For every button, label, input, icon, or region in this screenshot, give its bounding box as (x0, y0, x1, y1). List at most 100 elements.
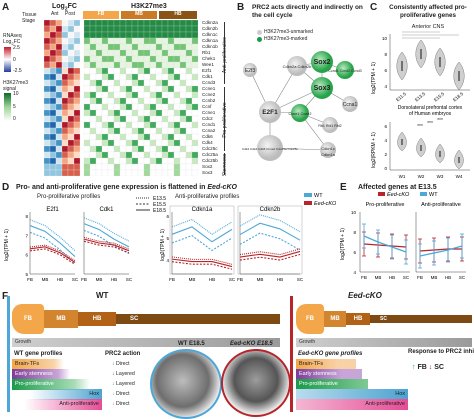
panel-c-title: Consistently affected pro-proliferative … (389, 4, 467, 19)
heat-cell (95, 67, 103, 75)
heat-cell (137, 79, 145, 87)
e-group-title: Anti-proliferative (421, 202, 461, 208)
heat-cell (137, 109, 145, 117)
heat-cell (125, 151, 133, 159)
heat-cell (49, 127, 57, 135)
node-cdkn2-label: Cdkn2a Cdkn2b (283, 64, 312, 69)
heat-cell (143, 37, 151, 45)
heat-cell (191, 31, 199, 39)
panel-e-chart: Eed-cKO WT log2(TPM + 1) 10 8 6 4 Pro-prolifera… (340, 192, 466, 280)
heat-cell (61, 169, 69, 176)
c-xtick: W4 (456, 174, 463, 179)
heat-cell (149, 97, 157, 105)
heat-cell (149, 79, 157, 87)
heat-cell (89, 85, 97, 93)
heat-cell (185, 79, 193, 87)
heat-cell (143, 145, 151, 153)
heat-cell (173, 85, 181, 93)
gene-label: E2f1 (202, 68, 212, 73)
heat-cell (73, 157, 81, 165)
node-e2f1 (259, 101, 281, 123)
heat-cell (155, 79, 163, 87)
d-ytick: 6 (166, 214, 169, 219)
heat-cell (137, 91, 145, 99)
heat-cell (161, 169, 169, 176)
wt-embryo-label: WT E18.5 (178, 341, 205, 347)
heat-cell (143, 67, 151, 75)
heat-cell (101, 49, 109, 57)
heat-cell (55, 85, 63, 93)
ko-embryo-image (221, 349, 291, 417)
heat-cell (185, 145, 193, 153)
heat-cell (67, 91, 75, 99)
heat-cell (167, 67, 175, 75)
heat-cell (179, 97, 187, 105)
heat-cell (143, 49, 151, 57)
e-series-line (419, 245, 463, 257)
heat-cell (101, 31, 109, 39)
heat-cell (131, 103, 139, 111)
heat-cell (191, 49, 199, 57)
heat-cell (44, 151, 51, 159)
heat-cell (49, 85, 57, 93)
heat-cell (131, 145, 139, 153)
d-xtick: FB (169, 277, 175, 282)
heat-cell (173, 37, 181, 45)
heat-cell (125, 37, 133, 45)
panel-e-label: E (340, 182, 347, 193)
h3-colorbar (4, 93, 11, 121)
heat-cell (101, 91, 109, 99)
heat-cell (95, 151, 103, 159)
heat-cell (107, 121, 115, 129)
heat-cell (83, 49, 91, 57)
heat-cell (149, 163, 157, 171)
heat-cell (161, 67, 169, 75)
heat-cell (107, 109, 115, 117)
heat-cell (67, 103, 75, 111)
d-series-line (83, 240, 130, 254)
heat-cell (49, 37, 57, 45)
heat-cell (167, 31, 175, 39)
heat-cell (89, 97, 97, 105)
heat-cell (61, 61, 69, 69)
response-arrows: ↑ FB ↓ SC (412, 364, 444, 371)
heat-cell (119, 79, 127, 87)
heat-cell (167, 91, 175, 99)
heat-cell (113, 133, 121, 141)
heat-cell (191, 169, 199, 176)
c-ytick: 6 (384, 124, 387, 129)
heat-cell (95, 61, 103, 69)
e-ytick: 4 (353, 270, 356, 275)
heat-cell (143, 115, 151, 123)
heat-cell (107, 85, 115, 93)
heat-cell (167, 139, 175, 147)
heat-cell (119, 31, 127, 39)
heat-cell (131, 61, 139, 69)
heat-cell (173, 163, 181, 171)
heat-cell (161, 31, 169, 39)
heat-cell (149, 37, 157, 45)
heat-cell (125, 127, 133, 135)
ko-sc: SC (370, 315, 472, 323)
heat-cell (149, 43, 157, 51)
heat-cell (167, 97, 175, 105)
heat-cell (191, 61, 199, 69)
d-series-line (171, 218, 233, 235)
d-ylabel: log2(TPM + 1) (4, 229, 10, 261)
heat-cell (185, 163, 193, 171)
region-header: FB MB HB (83, 11, 197, 19)
heat-cell (95, 115, 103, 123)
heat-cell (173, 55, 181, 63)
heat-cell (44, 133, 51, 141)
anti-profiles-label: Anti-proliferative profiles (175, 194, 240, 200)
node-ccna (342, 96, 358, 112)
heat-cell (55, 67, 63, 75)
heat-cell (95, 133, 103, 141)
heat-cell (155, 109, 163, 117)
rnaseq-sub: Log2FC (3, 39, 21, 46)
heat-cell (173, 43, 181, 51)
heat-cell (191, 55, 199, 63)
d-xtick: HB (111, 277, 117, 282)
heat-cell (89, 25, 97, 33)
heat-cell (107, 163, 115, 171)
